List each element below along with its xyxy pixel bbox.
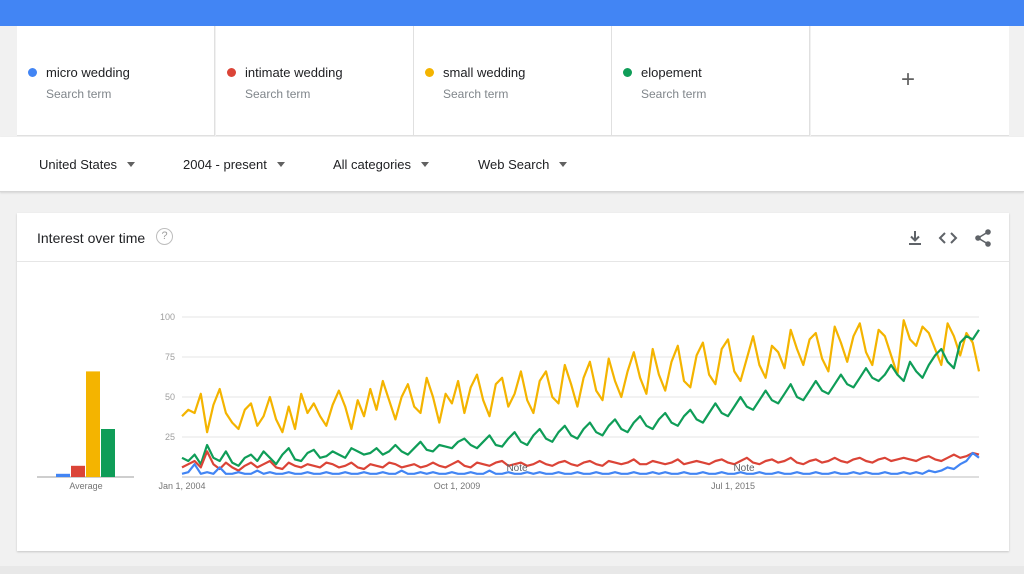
chart-note-annotation[interactable]: Note: [506, 463, 528, 474]
average-bar: [86, 371, 100, 477]
x-tick-label: Jul 1, 2015: [711, 481, 755, 491]
average-label: Average: [69, 481, 102, 491]
term-name: small wedding: [443, 65, 526, 80]
card-divider: [17, 261, 1009, 262]
share-icon[interactable]: [972, 227, 994, 249]
search-term-card-4[interactable]: elopement Search term: [612, 26, 810, 136]
term-type-label: Search term: [46, 87, 112, 101]
average-bar: [101, 429, 115, 477]
series-line-elopement: [181, 329, 980, 467]
term-type-label: Search term: [443, 87, 509, 101]
download-icon[interactable]: [904, 227, 926, 249]
y-tick-label: 50: [165, 392, 175, 402]
x-tick-label: Oct 1, 2009: [434, 481, 481, 491]
top-app-bar: [0, 0, 1024, 26]
chart-note-annotation[interactable]: Note: [733, 463, 755, 474]
term-type-label: Search term: [641, 87, 707, 101]
y-tick-label: 100: [160, 312, 175, 322]
term-color-dot: [227, 68, 236, 77]
time-range-dropdown[interactable]: 2004 - present: [183, 157, 285, 172]
term-name: micro wedding: [46, 65, 130, 80]
average-bar: [71, 465, 85, 477]
term-color-dot: [623, 68, 632, 77]
search-type-value: Web Search: [478, 157, 550, 172]
series-line-micro-wedding: [181, 451, 980, 475]
y-tick-label: 75: [165, 352, 175, 362]
category-value: All categories: [333, 157, 412, 172]
chart-grid: 25 50 75 100: [160, 312, 979, 478]
caret-down-icon: [127, 162, 136, 168]
filter-bar: United States 2004 - present All categor…: [0, 137, 1024, 192]
series-line-small-wedding: [181, 319, 981, 434]
term-name: intimate wedding: [245, 65, 343, 80]
interest-over-time-card: Interest over time ? Average 25 50 75 100 J…: [17, 213, 1009, 551]
add-comparison-button[interactable]: +: [811, 26, 1009, 136]
caret-down-icon: [559, 162, 568, 168]
average-bar: [56, 473, 70, 477]
region-dropdown[interactable]: United States: [39, 157, 136, 172]
chart-labels: Jan 1, 2004 Oct 1, 2009 Jul 1, 2015 Note Not…: [158, 463, 755, 491]
term-type-label: Search term: [245, 87, 311, 101]
x-tick-label: Jan 1, 2004: [158, 481, 205, 491]
search-terms-row: micro wedding Search term intimate weddi…: [0, 26, 1024, 136]
term-color-dot: [425, 68, 434, 77]
caret-down-icon: [276, 162, 285, 168]
average-bar-chart: Average: [37, 371, 134, 491]
card-title: Interest over time: [37, 230, 146, 246]
search-term-card-1[interactable]: micro wedding Search term: [17, 26, 215, 136]
interest-chart: Average 25 50 75 100 Jan 1, 2004 Oct 1, 2009…: [37, 312, 981, 491]
search-type-dropdown[interactable]: Web Search: [478, 157, 568, 172]
term-name: elopement: [641, 65, 702, 80]
help-icon[interactable]: ?: [156, 228, 173, 245]
caret-down-icon: [421, 162, 430, 168]
y-tick-label: 25: [165, 432, 175, 442]
term-color-dot: [28, 68, 37, 77]
chart-lines: [181, 319, 981, 475]
category-dropdown[interactable]: All categories: [333, 157, 430, 172]
page-footer-strip: [0, 566, 1024, 574]
search-term-card-3[interactable]: small wedding Search term: [414, 26, 612, 136]
embed-code-icon[interactable]: [937, 227, 959, 249]
region-value: United States: [39, 157, 118, 172]
plus-icon: +: [901, 66, 916, 93]
search-term-card-2[interactable]: intimate wedding Search term: [216, 26, 414, 136]
time-range-value: 2004 - present: [183, 157, 267, 172]
series-line-intimate-wedding: [181, 450, 980, 472]
